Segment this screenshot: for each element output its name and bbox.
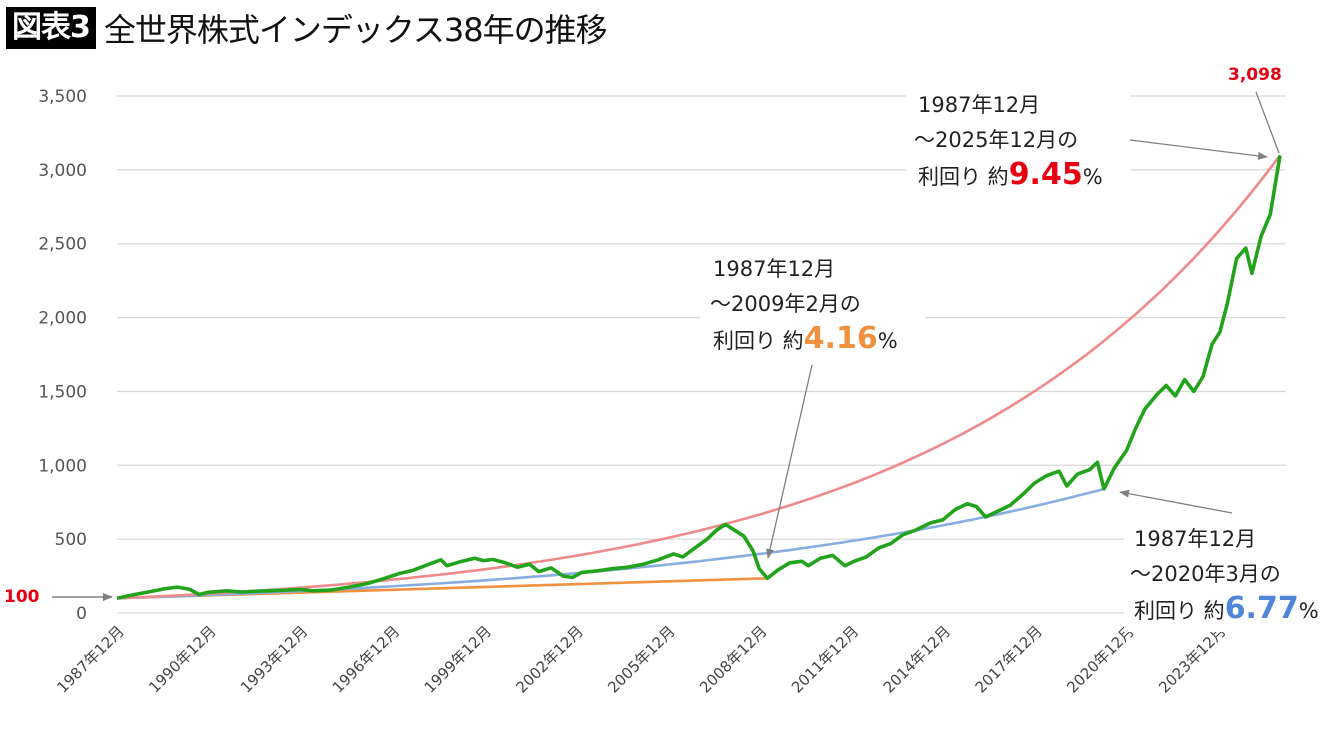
annotation-2020-line1: 1987年12月 <box>1134 527 1256 551</box>
annotation-2025: 1987年12月 〜2025年12月の 利回り 約9.45% <box>914 93 1103 192</box>
x-tick-label: 1990年12月 <box>145 622 219 696</box>
annotation-2009-value: 4.16 <box>804 321 878 356</box>
y-tick-label: 0 <box>76 604 87 624</box>
x-tick-label: 1996年12月 <box>329 622 403 696</box>
annotation-2025-line2: 〜2025年12月の <box>914 128 1078 152</box>
annotation-2009-suffix: % <box>878 329 898 353</box>
x-tick-label: 2017年12月 <box>972 622 1046 696</box>
annotation-mask-2020 <box>1124 520 1334 632</box>
annotation-2020-prefix: 利回り 約 <box>1134 599 1225 623</box>
annotation-mask-2025 <box>906 80 1130 200</box>
y-tick-label: 2,000 <box>38 309 87 329</box>
x-tick-label: 2008年12月 <box>696 622 770 696</box>
page-title: 全世界株式インデックス38年の推移 <box>103 11 608 49</box>
x-tick-label: 2002年12月 <box>512 622 586 696</box>
figure-badge: 図表3 <box>6 7 96 49</box>
x-tick-label: 1993年12月 <box>237 622 311 696</box>
y-tick-label: 1,500 <box>38 382 87 402</box>
x-tick-label: 1987年12月 <box>53 622 127 696</box>
end-value-leader-line <box>1255 91 1280 154</box>
annotation-2025-suffix: % <box>1083 165 1103 189</box>
chart-title: 図表3 全世界株式インデックス38年の推移 <box>6 6 608 50</box>
annotation-2025-line3: 利回り 約9.45% <box>918 157 1103 192</box>
cagr-curve-2025 <box>116 154 1282 600</box>
annotation-2020-value: 6.77 <box>1225 591 1299 626</box>
annotation-2025-line1: 1987年12月 <box>918 93 1040 117</box>
y-tick-label: 3,500 <box>38 87 87 107</box>
annotation-2020: 1987年12月 〜2020年3月の 利回り 約6.77% <box>1130 527 1319 626</box>
y-tick-label: 1,000 <box>38 456 87 476</box>
x-tick-label: 2023年12月 <box>1155 622 1229 696</box>
annotation-2009-line3: 利回り 約4.16% <box>713 321 898 356</box>
annotation-2020-line2: 〜2020年3月の <box>1130 562 1281 586</box>
annotation-2020-arrow <box>1119 489 1233 514</box>
y-tick-label: 2,500 <box>38 235 87 255</box>
annotation-2020-line3: 利回り 約6.77% <box>1134 591 1319 626</box>
x-tick-label: 2005年12月 <box>604 622 678 696</box>
y-tick-label: 500 <box>55 530 87 550</box>
y-axis-ticks: 0 500 1,000 1,500 2,000 2,500 3,000 3,500 <box>38 87 87 624</box>
annotation-2009: 1987年12月 〜2009年2月の 利回り 約4.16% <box>710 257 898 356</box>
x-tick-label: 1999年12月 <box>421 622 495 696</box>
x-tick-label: 2011年12月 <box>788 622 862 696</box>
x-tick-label: 2014年12月 <box>880 622 954 696</box>
y-tick-label: 3,000 <box>38 161 87 181</box>
end-value-label: 3,098 <box>1228 65 1282 85</box>
annotation-2025-value: 9.45 <box>1009 157 1083 192</box>
annotation-2009-prefix: 利回り 約 <box>713 329 804 353</box>
annotation-2009-line1: 1987年12月 <box>713 257 835 281</box>
annotation-2025-arrow <box>1129 139 1268 160</box>
annotation-2009-line2: 〜2009年2月の <box>710 292 861 316</box>
annotation-2025-prefix: 利回り 約 <box>918 165 1009 189</box>
annotation-mask-2009 <box>700 250 925 362</box>
index-line <box>116 155 1282 600</box>
annotation-2020-suffix: % <box>1299 599 1319 623</box>
annotation-2009-arrow <box>766 364 813 559</box>
x-axis-ticks: 1987年12月 1990年12月 1993年12月 1996年12月 1999年12月… <box>53 622 1229 696</box>
start-value-label: 100 <box>4 587 40 607</box>
series-lines <box>116 154 1282 600</box>
x-tick-label: 2020年12月 <box>1063 622 1137 696</box>
